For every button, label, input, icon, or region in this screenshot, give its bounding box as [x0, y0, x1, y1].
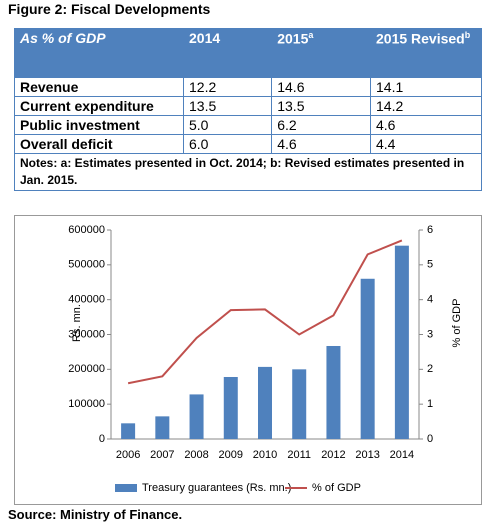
source: Source: Ministry of Finance. [8, 507, 183, 522]
legend-swatch [115, 484, 137, 492]
y-tick-label: 0 [99, 433, 105, 445]
cell: Overall deficit [14, 134, 184, 154]
header-cell: As % of GDP [14, 28, 184, 78]
x-tick-label: 2012 [321, 449, 345, 461]
cell: 13.5 [182, 96, 273, 116]
bar [223, 376, 238, 439]
cell: 4.6 [271, 134, 371, 154]
header-cell: 2015a [271, 28, 371, 78]
header-cell: 2015 Revisedb [370, 28, 482, 78]
y2-tick-label: 2 [427, 363, 433, 375]
cell: 14.1 [370, 77, 482, 97]
y-tick-label: 600000 [68, 224, 105, 236]
row: Current expenditure 13.5 13.5 14.2 [14, 96, 482, 116]
row: Revenue 12.2 14.6 14.1 [14, 77, 482, 97]
row: Public investment 5.0 6.2 4.6 [14, 115, 482, 135]
row: Overall deficit 6.0 4.6 4.4 [14, 134, 482, 154]
cell: 4.4 [370, 134, 482, 154]
cell: Public investment [14, 115, 184, 135]
y2-tick-label: 0 [427, 433, 433, 445]
y2-tick-label: 5 [427, 259, 433, 271]
x-tick-label: 2008 [184, 449, 208, 461]
header-text: 2014 [189, 30, 221, 46]
bar [258, 366, 272, 439]
x-tick-label: 2006 [116, 449, 140, 461]
y-tick-label: 200000 [68, 363, 105, 375]
x-tick-label: 2010 [253, 449, 277, 461]
x-tick-label: 2014 [390, 449, 414, 461]
y-tick-label: 300000 [68, 328, 105, 340]
figure-title: Figure 2: Fiscal Developments [8, 1, 211, 17]
bar [189, 394, 204, 439]
y2-axis-title: % of GDP [451, 299, 463, 348]
y2-tick-label: 3 [427, 328, 433, 340]
bar [360, 278, 375, 439]
chart: Rs. mn. % of GDP 0 100000 200000 300000 4000… [14, 215, 482, 505]
y-tick-label: 400000 [68, 294, 105, 306]
cell: 13.5 [271, 96, 371, 116]
header-sup: b [464, 30, 471, 40]
header-sup: a [308, 30, 314, 40]
legend-label: % of GDP [312, 482, 361, 494]
x-tick-label: 2007 [150, 449, 174, 461]
y2-tick-label: 6 [427, 224, 433, 236]
cell: Revenue [14, 77, 184, 97]
cell: 12.2 [182, 77, 273, 97]
bar [155, 416, 170, 439]
y-tick-label: 500000 [68, 259, 105, 271]
header-text: 2015 Revised [376, 30, 465, 47]
x-tick-label: 2011 [287, 449, 311, 461]
cell: 14.6 [271, 77, 371, 97]
legend-label: Treasury guarantees (Rs. mn.) [142, 482, 291, 494]
cell: 5.0 [182, 115, 273, 135]
header-text: 2015 [277, 30, 309, 47]
y-tick-label: 100000 [68, 398, 105, 410]
x-tick-label: 2009 [219, 449, 243, 461]
cell: 6.0 [182, 134, 273, 154]
x-tick-label: 2013 [355, 449, 379, 461]
bar [292, 369, 307, 439]
cell: 14.2 [370, 96, 482, 116]
notes: Notes: a: Estimates presented in Oct. 20… [14, 153, 482, 191]
header-cell: 2014 [182, 28, 273, 78]
line [127, 239, 403, 385]
y-axis-title: Rs. mn. [71, 304, 83, 342]
bar [326, 345, 341, 439]
cell: 4.6 [370, 115, 482, 135]
table: As % of GDP 2014 2015a 2015 Revisedb Rev… [14, 28, 482, 191]
cell: Current expenditure [14, 96, 184, 116]
y2-tick-label: 1 [427, 398, 433, 410]
header-text: As % of GDP [20, 30, 106, 46]
y2-tick-label: 4 [427, 294, 433, 306]
cell: 6.2 [271, 115, 371, 135]
bar [394, 245, 409, 439]
bar [121, 423, 136, 439]
